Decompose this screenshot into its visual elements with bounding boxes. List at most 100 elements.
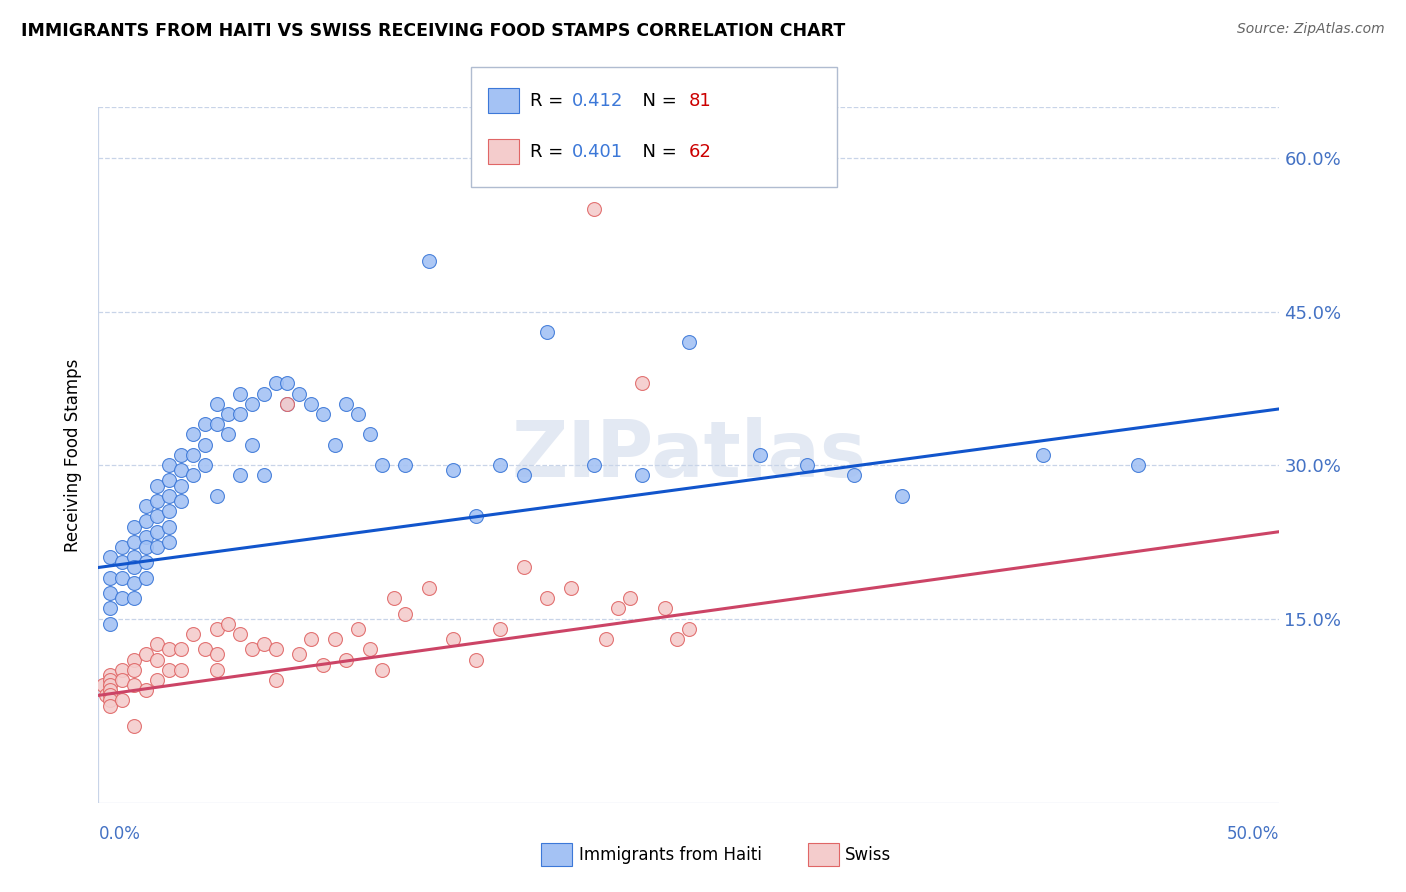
Point (536, 325, 558, 339)
Point (111, 663, 134, 677)
Point (170, 463, 193, 477)
Point (489, 458, 512, 472)
Point (194, 458, 217, 472)
Point (170, 478, 193, 492)
Point (240, 438, 263, 452)
Point (678, 335, 700, 350)
Point (512, 468, 534, 483)
Point (205, 622, 228, 636)
Point (122, 534, 145, 549)
Point (654, 601, 676, 615)
Point (111, 673, 134, 687)
Point (146, 494, 169, 508)
Point (181, 427, 204, 442)
Point (170, 448, 193, 462)
Point (560, 581, 582, 595)
Point (205, 489, 228, 503)
Point (253, 386, 276, 401)
Point (748, 448, 770, 462)
Point (276, 376, 298, 391)
Point (441, 632, 464, 646)
Point (217, 407, 239, 421)
Point (98, 586, 121, 600)
Point (536, 591, 558, 606)
Point (157, 504, 180, 518)
Point (796, 458, 818, 472)
Point (146, 540, 169, 554)
Point (229, 386, 252, 401)
Point (122, 652, 145, 666)
Point (146, 478, 169, 492)
Point (253, 468, 276, 483)
Point (619, 591, 641, 606)
Point (240, 397, 263, 411)
Point (181, 627, 204, 641)
Point (288, 648, 311, 662)
Point (312, 657, 335, 672)
Point (583, 458, 606, 472)
Point (170, 663, 193, 677)
Point (111, 591, 134, 606)
Point (229, 407, 252, 421)
Text: R =: R = (530, 143, 569, 161)
Point (181, 448, 204, 462)
Point (135, 555, 157, 569)
Point (122, 519, 145, 533)
Point (98, 673, 121, 687)
Point (382, 591, 405, 606)
Point (111, 571, 134, 585)
Point (98, 693, 121, 707)
Text: 50.0%: 50.0% (1227, 825, 1279, 843)
Text: 0.412: 0.412 (572, 92, 624, 110)
Point (91, 678, 114, 692)
Point (359, 642, 381, 657)
Point (299, 632, 322, 646)
Point (465, 509, 488, 524)
Point (347, 622, 370, 636)
Point (264, 376, 287, 391)
Point (98, 689, 121, 703)
Point (98, 616, 121, 631)
Point (98, 601, 121, 615)
Point (205, 648, 228, 662)
Point (418, 581, 440, 595)
Point (122, 678, 145, 692)
Text: Source: ZipAtlas.com: Source: ZipAtlas.com (1237, 22, 1385, 37)
Point (122, 719, 145, 733)
Point (347, 407, 370, 421)
Point (312, 407, 335, 421)
Point (323, 438, 346, 452)
Point (229, 468, 252, 483)
Point (276, 397, 298, 411)
Point (441, 463, 464, 477)
Point (371, 458, 394, 472)
Point (205, 397, 228, 411)
Point (135, 540, 157, 554)
Point (194, 438, 217, 452)
Text: Swiss: Swiss (845, 846, 891, 863)
Point (111, 540, 134, 554)
Point (205, 417, 228, 432)
Point (157, 663, 180, 677)
Point (157, 534, 180, 549)
Point (135, 515, 157, 529)
Point (323, 632, 346, 646)
Point (465, 652, 488, 666)
Text: 0.401: 0.401 (572, 143, 623, 161)
Text: Immigrants from Haiti: Immigrants from Haiti (579, 846, 762, 863)
Point (217, 427, 239, 442)
Point (240, 642, 263, 657)
Text: 81: 81 (689, 92, 711, 110)
Point (678, 622, 700, 636)
Point (146, 652, 169, 666)
Point (194, 417, 217, 432)
Point (264, 673, 287, 687)
Point (359, 427, 381, 442)
Point (394, 607, 416, 621)
Point (157, 642, 180, 657)
Point (299, 397, 322, 411)
Point (371, 663, 394, 677)
Point (122, 575, 145, 590)
Point (135, 499, 157, 513)
Point (98, 550, 121, 565)
